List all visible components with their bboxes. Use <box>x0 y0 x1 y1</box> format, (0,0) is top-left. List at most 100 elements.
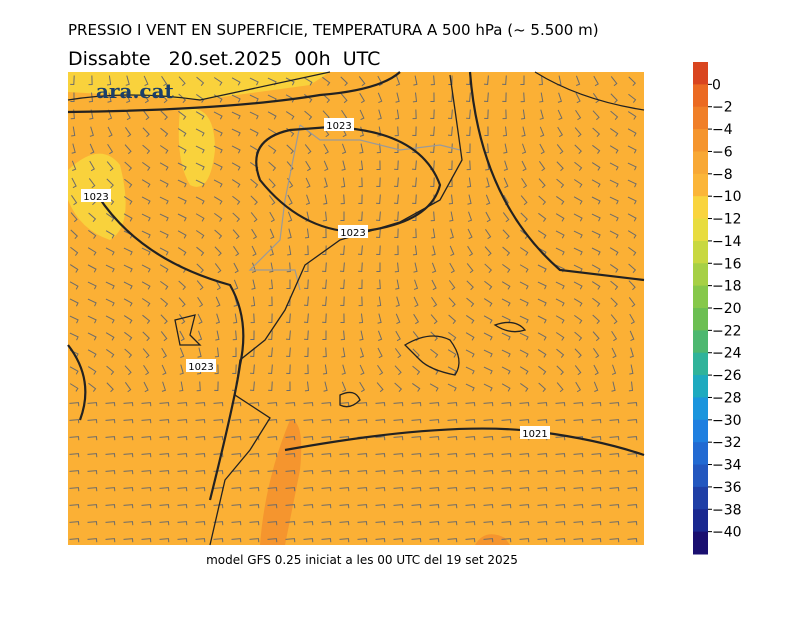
wind-barb <box>69 264 79 273</box>
wind-barb <box>197 347 202 358</box>
wind-barb <box>629 330 635 342</box>
wind-barb <box>285 330 291 341</box>
wind-barb <box>411 419 422 424</box>
wind-barb <box>159 521 170 526</box>
wind-barb <box>267 436 278 441</box>
wind-barb <box>609 145 619 154</box>
wind-barb <box>537 487 548 492</box>
wind-barb <box>555 332 565 341</box>
wind-barb <box>159 196 169 205</box>
wind-barb <box>285 111 295 120</box>
wind-barb <box>611 347 617 359</box>
colorbar-label: −38 <box>712 502 742 518</box>
wind-barb <box>483 298 493 307</box>
wind-barb <box>465 453 476 458</box>
wind-barb <box>214 229 223 239</box>
wind-barb <box>538 161 546 172</box>
wind-barb <box>286 364 291 375</box>
wind-barb <box>124 144 132 155</box>
wind-barb <box>142 110 150 121</box>
wind-barb <box>179 347 185 358</box>
wind-barb <box>573 504 584 509</box>
wind-barb <box>592 331 600 342</box>
wind-barb <box>232 330 237 341</box>
wind-barb <box>214 212 223 222</box>
wind-barb <box>375 402 386 407</box>
wind-barb <box>178 297 186 308</box>
wind-barb <box>357 521 368 526</box>
wind-barb <box>376 194 381 205</box>
wind-barb <box>141 230 151 239</box>
wind-barb <box>465 538 476 543</box>
colorbar-segment <box>693 196 708 220</box>
wind-barb <box>87 521 98 526</box>
wind-barb <box>591 504 602 509</box>
wind-barb <box>393 402 404 407</box>
wind-barb <box>537 453 548 458</box>
wind-barb <box>231 470 242 475</box>
wind-barb <box>195 179 205 188</box>
wind-barb <box>394 143 399 154</box>
wind-barb <box>195 145 205 154</box>
wind-barb <box>304 262 309 273</box>
wind-barb <box>177 247 187 256</box>
wind-barb <box>141 196 151 205</box>
wind-barb <box>69 538 80 543</box>
wind-barb <box>393 487 404 492</box>
wind-barb <box>447 402 458 407</box>
wind-barb <box>411 538 422 543</box>
wind-barb <box>340 296 345 307</box>
title: PRESSIO I VENT EN SUPERFICIE, TEMPERATUR… <box>68 21 599 39</box>
wind-barb <box>483 504 494 509</box>
wind-barb <box>574 314 583 324</box>
wind-barb <box>71 195 78 206</box>
wind-barb <box>537 332 547 341</box>
colorbar-segment <box>693 464 708 488</box>
coastline <box>67 71 645 546</box>
wind-barb <box>233 279 239 290</box>
wind-barb <box>177 145 187 154</box>
wind-barb <box>142 161 151 171</box>
wind-barb <box>413 296 419 308</box>
wind-barb <box>609 487 620 492</box>
wind-barb <box>465 349 475 358</box>
wind-barb <box>573 470 584 475</box>
wind-barb <box>466 297 475 307</box>
wind-barb <box>321 470 332 475</box>
wind-barb <box>430 314 438 325</box>
wind-barb <box>231 504 242 509</box>
wind-barb <box>376 382 384 393</box>
wind-barb <box>502 109 507 120</box>
wind-barb <box>358 160 364 171</box>
wind-barb <box>466 126 471 137</box>
wind-barb <box>304 381 310 392</box>
wind-barb <box>249 419 260 424</box>
wind-barb <box>105 436 116 441</box>
warm-patch <box>68 72 330 100</box>
wind-barb <box>285 504 296 509</box>
wind-barb <box>610 110 619 120</box>
isobar-label: 1023 <box>340 228 365 239</box>
wind-barb <box>483 538 494 543</box>
wind-barb <box>467 245 474 257</box>
wind-barb <box>592 93 600 104</box>
wind-barb <box>394 228 399 239</box>
wind-barb <box>249 94 259 103</box>
wind-barb <box>142 348 150 359</box>
colorbar-segment <box>693 285 708 309</box>
wind-barb <box>465 366 475 375</box>
wind-barb <box>501 504 512 509</box>
wind-barb <box>429 504 440 509</box>
wind-barb <box>521 126 526 137</box>
wind-barb <box>485 211 491 223</box>
wind-barb <box>323 194 328 205</box>
wind-barb <box>141 436 152 441</box>
wind-barb <box>231 521 242 526</box>
wind-barb <box>88 229 97 239</box>
wind-barb <box>377 296 382 307</box>
wind-barb <box>87 470 98 475</box>
wind-barb <box>573 538 584 543</box>
wind-barb <box>537 521 548 526</box>
wind-barb <box>105 230 115 239</box>
wind-barb <box>501 298 511 307</box>
